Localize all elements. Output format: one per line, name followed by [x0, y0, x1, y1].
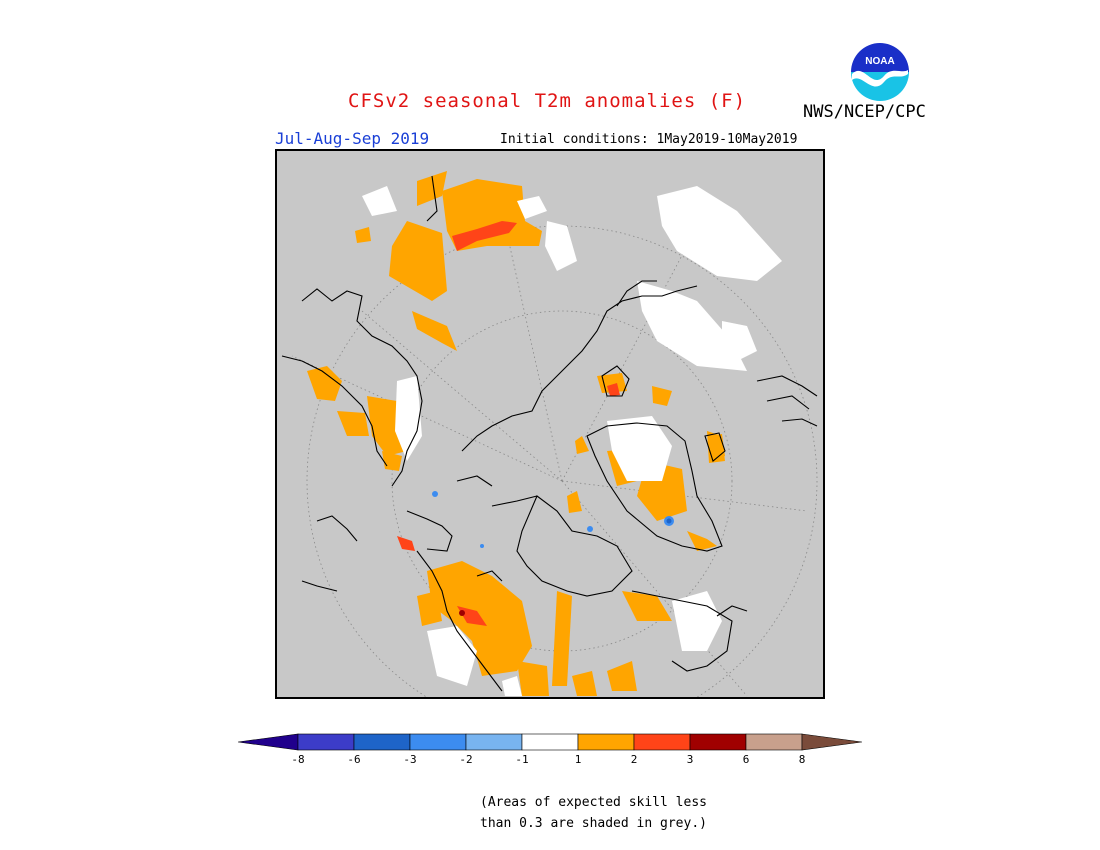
- colorbar-tick: -6: [347, 753, 361, 766]
- colorbar-2-3: [633, 733, 691, 751]
- organization-label: NWS/NCEP/CPC: [803, 102, 926, 122]
- logo-text: NOAA: [865, 56, 894, 67]
- colorbar-1-2: [577, 733, 635, 751]
- colorbar-tick: -3: [403, 753, 417, 766]
- colorbar-tick: 6: [742, 753, 750, 766]
- graticule: [291, 210, 818, 697]
- anomaly-warm-3-6: [459, 610, 465, 616]
- colorbar-m1-1: [521, 733, 579, 751]
- anomaly-warm-2-3: [397, 221, 620, 626]
- footnote: (Areas of expected skill less than 0.3 a…: [480, 792, 707, 834]
- colorbar-m6-m3: [353, 733, 411, 751]
- footnote-line-2: than 0.3 are shaded in grey.): [480, 816, 707, 831]
- colorbar-tick: 3: [686, 753, 694, 766]
- colorbar-tick: 1: [574, 753, 582, 766]
- colorbar-tick: 2: [630, 753, 638, 766]
- anomaly-neutral: [362, 186, 782, 696]
- colorbar-gt8: [801, 733, 863, 751]
- colorbar-tick: -2: [459, 753, 473, 766]
- forecast-period: Jul-Aug-Sep 2019: [275, 129, 430, 148]
- colorbar-6-8: [745, 733, 803, 751]
- polar-map: [275, 149, 825, 699]
- initial-conditions: Initial conditions: 1May2019-10May2019: [500, 132, 798, 147]
- colorbar-tick: -1: [515, 753, 529, 766]
- coastlines: [281, 175, 818, 692]
- colorbar-m8-m6: [297, 733, 355, 751]
- colorbar: [237, 733, 863, 751]
- chart-title: CFSv2 seasonal T2m anomalies (F): [348, 90, 747, 112]
- colorbar-3-6: [689, 733, 747, 751]
- anomaly-cold: [432, 491, 674, 548]
- footnote-line-1: (Areas of expected skill less: [480, 795, 707, 810]
- colorbar-tick: -8: [291, 753, 305, 766]
- colorbar-m2-m1: [465, 733, 523, 751]
- noaa-logo: NOAA: [848, 40, 912, 104]
- colorbar-tick: 8: [798, 753, 806, 766]
- colorbar-lt-m8: [237, 733, 299, 751]
- colorbar-m3-m2: [409, 733, 467, 751]
